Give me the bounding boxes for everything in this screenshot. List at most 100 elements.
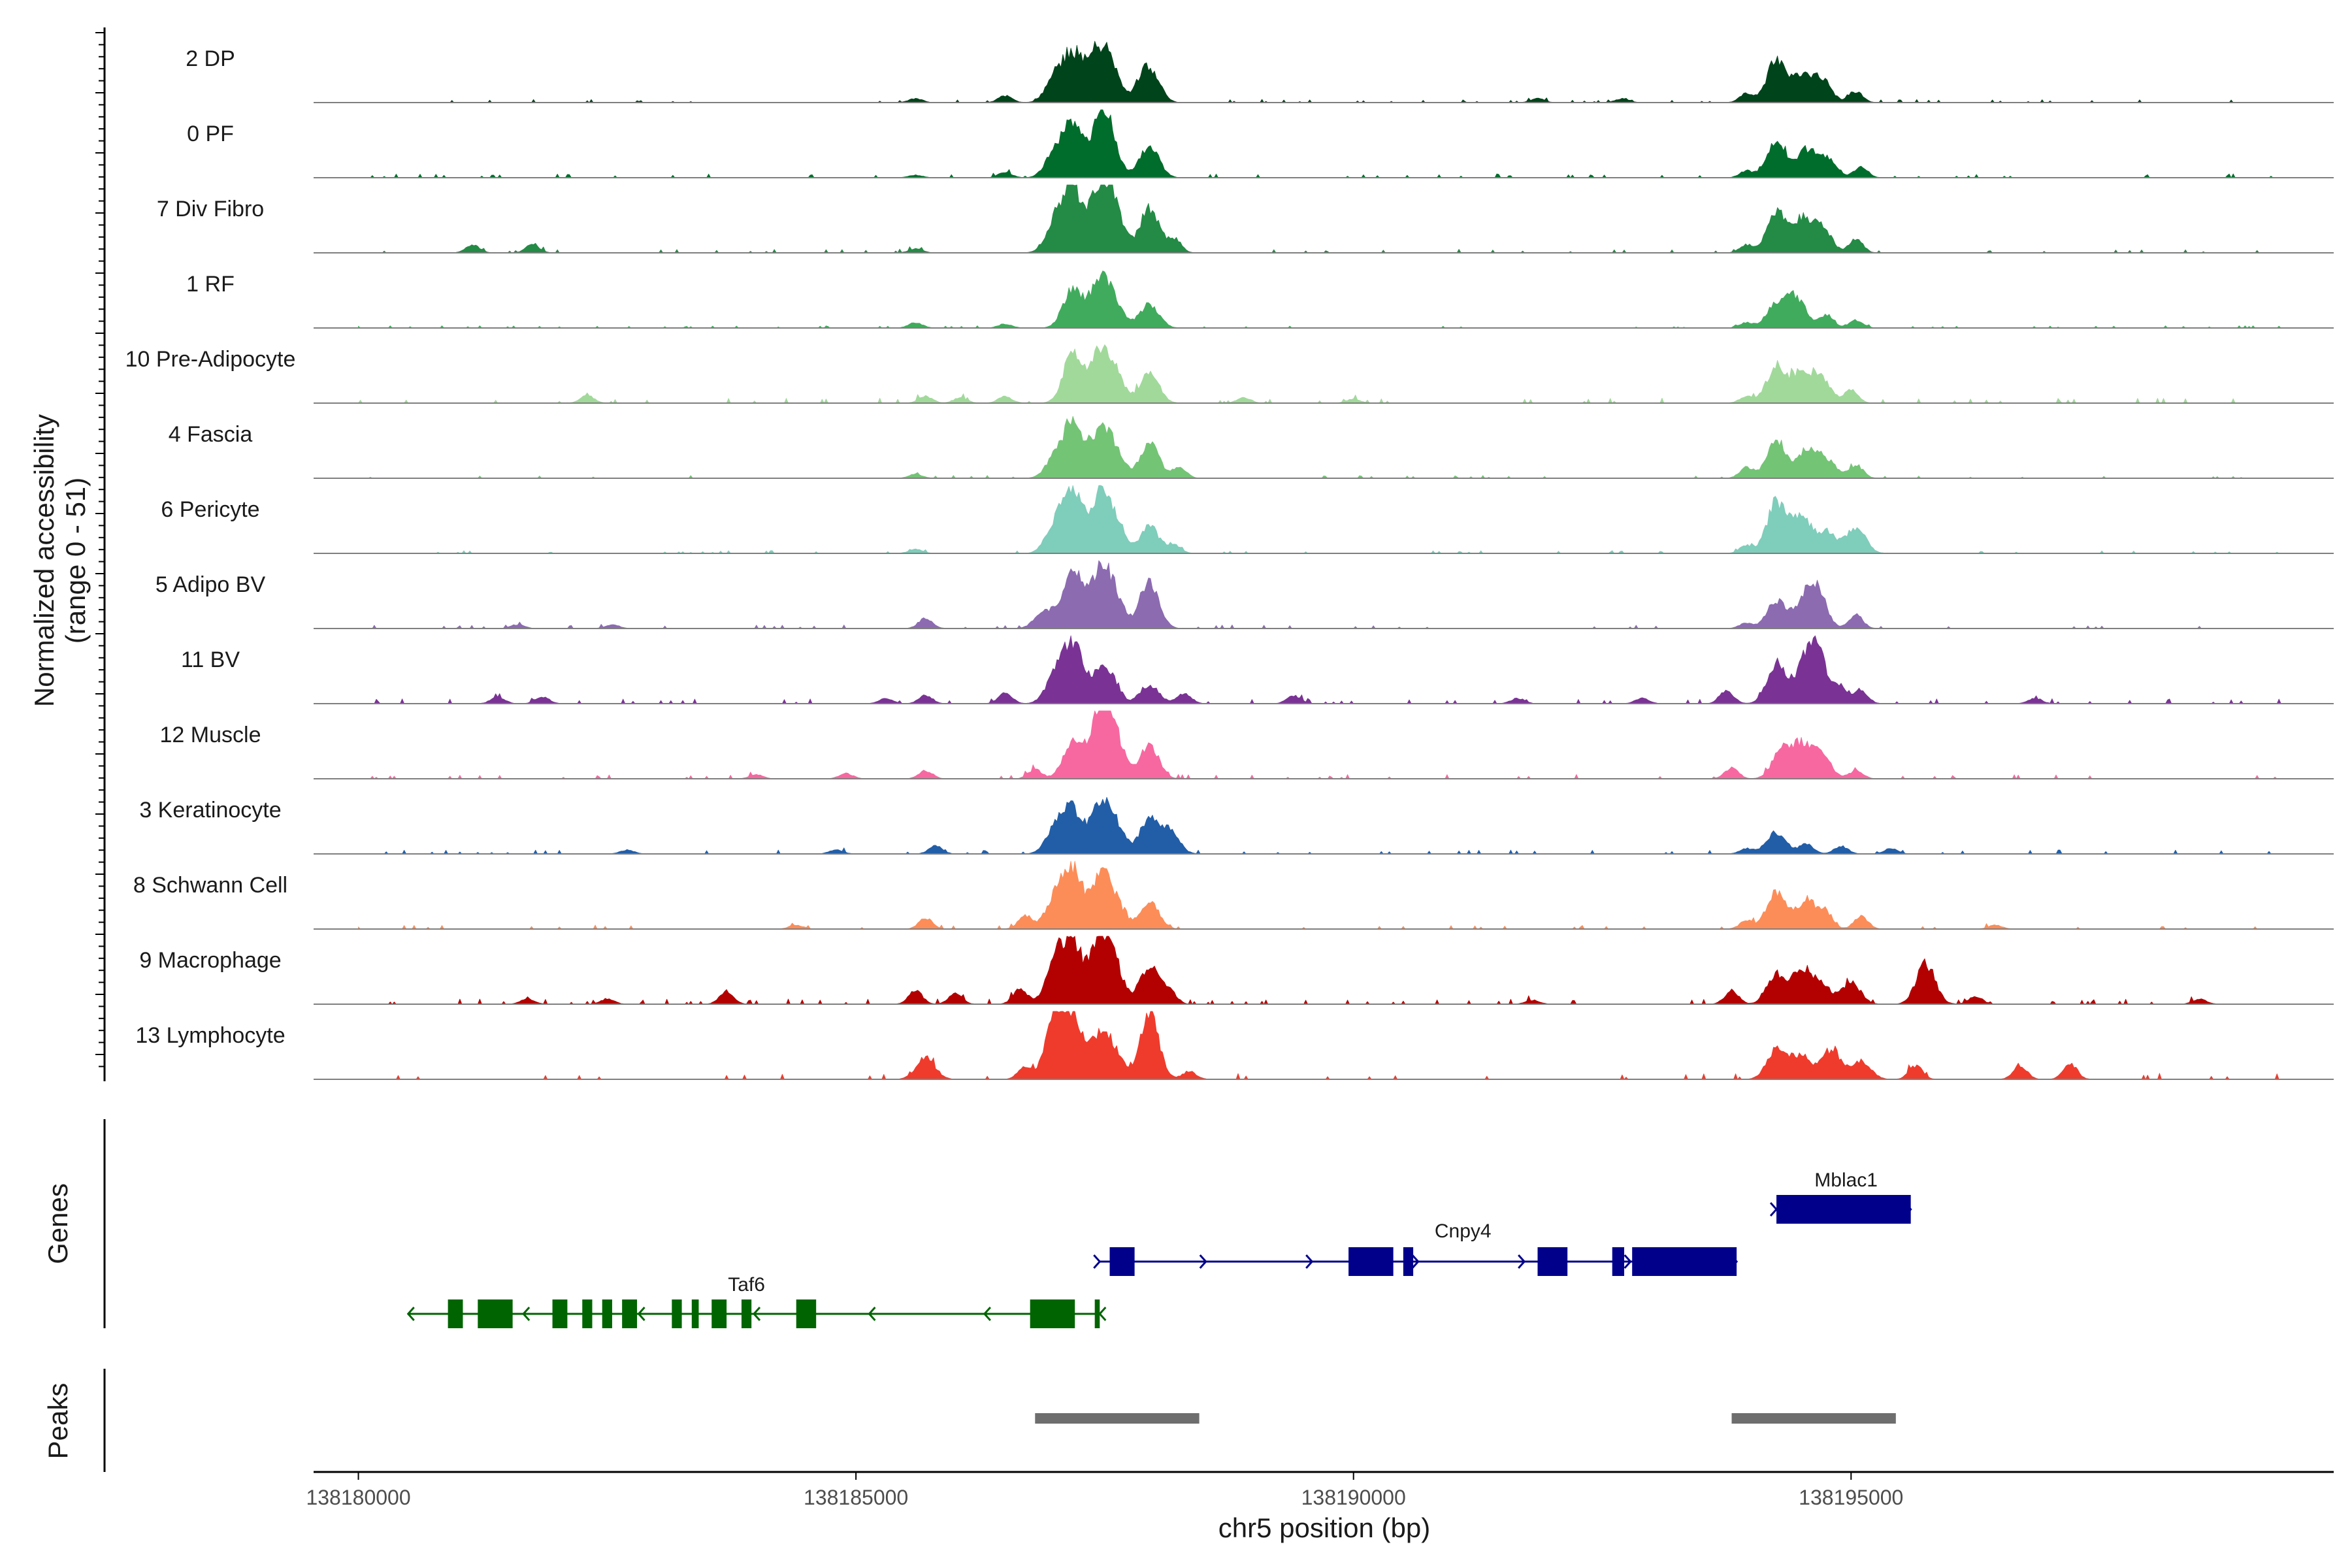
track-13-lymphocyte: 13 Lymphocyte	[135, 1011, 2334, 1080]
y-axis-title: Normalized accessibility (range 0 - 51)	[29, 414, 91, 707]
x-axis-ticks: 138180000 138185000 138190000 138195000	[306, 1472, 1903, 1509]
track-area	[358, 635, 2289, 704]
track-area	[358, 1011, 2289, 1080]
track-label: 9 Macrophage	[139, 948, 281, 973]
strand-arrow	[406, 1306, 415, 1322]
track-label: 0 PF	[187, 122, 234, 146]
track-area	[358, 109, 2289, 178]
gene-exon	[672, 1299, 682, 1328]
gene-exon	[1612, 1247, 1624, 1276]
y-axis-title-line-2: (range 0 - 51)	[60, 478, 91, 644]
gene-exon	[1094, 1299, 1100, 1328]
track-area	[358, 796, 2289, 855]
x-tick-label: 138190000	[1301, 1486, 1406, 1509]
gene-exon	[552, 1299, 568, 1328]
track-9-macrophage: 9 Macrophage	[139, 936, 2334, 1005]
peak-region-bar	[1731, 1413, 1896, 1424]
track-1-rf: 1 RF	[186, 270, 2334, 329]
track-0-pf: 0 PF	[187, 109, 2334, 178]
track-label: 2 DP	[186, 46, 235, 71]
track-2-dp: 2 DP	[186, 41, 2334, 103]
track-label: 5 Adipo BV	[155, 572, 266, 597]
gene-models: Taf6 Cnpy4 Mblac1	[406, 1169, 1912, 1328]
track-area	[358, 416, 2289, 479]
track-area	[358, 860, 2289, 930]
track-11-bv: 11 BV	[181, 635, 2334, 704]
track-label: 1 RF	[186, 272, 235, 297]
gene-taf6: Taf6	[406, 1274, 1107, 1328]
track-10-pre-adipocyte: 10 Pre-Adipocyte	[125, 344, 2334, 404]
track-label: 6 Pericyte	[161, 497, 259, 522]
x-tick-label: 138180000	[306, 1486, 410, 1509]
track-area	[358, 485, 2289, 554]
y-axis-ruler	[95, 27, 106, 1081]
track-area	[358, 710, 2289, 779]
track-area	[358, 936, 2289, 1005]
gene-mblac1: Mblac1	[1769, 1169, 1912, 1224]
track-3-keratinocyte: 3 Keratinocyte	[139, 796, 2334, 855]
track-6-pericyte: 6 Pericyte	[161, 485, 2334, 554]
gene-exon	[1403, 1247, 1414, 1276]
x-tick-label: 138195000	[1799, 1486, 1903, 1509]
strand-arrow	[522, 1306, 531, 1322]
gene-exon	[478, 1299, 513, 1328]
gene-exon	[711, 1299, 727, 1328]
strand-arrow	[983, 1306, 991, 1322]
strand-arrow	[1305, 1254, 1314, 1269]
accessibility-tracks: 2 DP 0 PF 7 Div Fibro 1 RF 10 Pre-Adipocyte 4…	[125, 41, 2334, 1080]
track-area	[358, 270, 2289, 329]
gene-exon	[796, 1299, 817, 1328]
track-8-schwann-cell: 8 Schwann Cell	[133, 860, 2334, 930]
peaks-panel-label: Peaks	[42, 1383, 73, 1460]
gene-exon	[1109, 1247, 1135, 1276]
track-label: 11 BV	[181, 647, 240, 672]
gene-exon	[1632, 1247, 1737, 1276]
x-tick-label: 138185000	[804, 1486, 908, 1509]
strand-arrow	[1098, 1306, 1107, 1322]
genes-panel-label: Genes	[42, 1183, 73, 1264]
gene-exon	[448, 1299, 463, 1328]
strand-arrow	[1411, 1254, 1420, 1269]
strand-arrow	[1769, 1201, 1778, 1217]
track-label: 12 Muscle	[160, 723, 261, 747]
gene-exon	[602, 1299, 612, 1328]
y-axis-title-line-1: Normalized accessibility	[29, 414, 59, 707]
gene-exon	[1030, 1299, 1075, 1328]
gene-name-label: Mblac1	[1814, 1169, 1878, 1191]
strand-arrow	[1093, 1254, 1102, 1269]
gene-exon	[741, 1299, 752, 1328]
strand-arrow	[868, 1306, 876, 1322]
track-12-muscle: 12 Muscle	[160, 710, 2334, 779]
strand-arrow	[752, 1306, 761, 1322]
gene-exon	[691, 1299, 699, 1328]
strand-arrow	[1624, 1254, 1632, 1269]
track-label: 7 Div Fibro	[157, 197, 264, 221]
strand-arrow	[637, 1306, 645, 1322]
gene-exon	[1776, 1195, 1911, 1224]
track-5-adipo-bv: 5 Adipo BV	[155, 560, 2334, 629]
gene-exon	[1537, 1247, 1568, 1276]
gene-exon	[622, 1299, 638, 1328]
peak-region-bar	[1035, 1413, 1200, 1424]
gene-exon	[1348, 1247, 1394, 1276]
track-label: 13 Lymphocyte	[135, 1023, 285, 1048]
track-7-div-fibro: 7 Div Fibro	[157, 184, 2334, 253]
track-label: 10 Pre-Adipocyte	[125, 347, 296, 372]
gene-exon	[582, 1299, 593, 1328]
gene-name-label: Taf6	[728, 1274, 765, 1296]
strand-arrow	[1518, 1254, 1526, 1269]
track-area	[358, 560, 2289, 629]
gene-cnpy4: Cnpy4	[1093, 1220, 1739, 1276]
gene-name-label: Cnpy4	[1435, 1220, 1492, 1242]
track-area	[358, 184, 2289, 253]
track-area	[358, 344, 2289, 404]
x-axis-title: chr5 position (bp)	[1218, 1512, 1431, 1543]
strand-arrow	[1199, 1254, 1207, 1269]
track-area	[358, 41, 2289, 103]
peak-regions	[1035, 1413, 1896, 1424]
track-label: 3 Keratinocyte	[139, 798, 281, 823]
track-label: 4 Fascia	[169, 422, 253, 447]
track-label: 8 Schwann Cell	[133, 873, 287, 898]
track-4-fascia: 4 Fascia	[169, 416, 2334, 479]
